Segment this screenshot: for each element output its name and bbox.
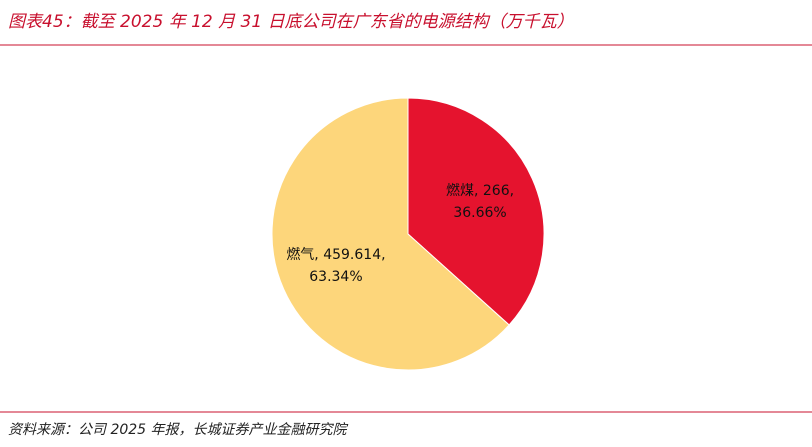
pie-slice [271,97,510,371]
data-label-line: 63.34% [309,269,362,285]
data-label: 燃煤, 266, 36.66% [446,182,514,221]
source-note: 资料来源：公司 2025 年报，长城证券产业金融研究院 [8,422,349,438]
data-label-line: 36.66% [453,205,506,221]
data-label-line: 燃煤, 266, [446,182,514,199]
data-label: 燃气, 459.614, 63.34% [286,246,385,285]
chart-title: 图表45：截至 2025 年 12 月 31 日底公司在广东省的电源结构（万千瓦… [8,12,574,32]
data-label-line: 燃气, 459.614, [286,246,385,263]
pie-slice [407,97,545,326]
